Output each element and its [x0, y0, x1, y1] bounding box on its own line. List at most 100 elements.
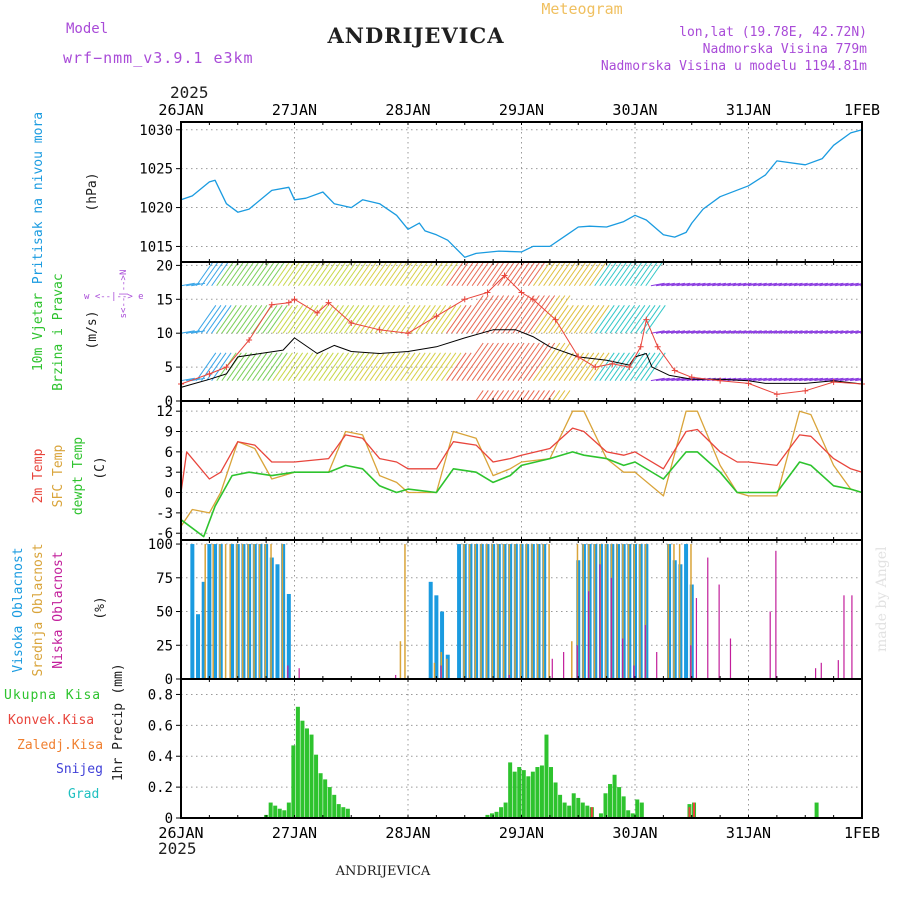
model-elevation-label: Nadmorska Visina u modelu 1194.81m	[601, 59, 867, 74]
precip-total-bar	[332, 794, 337, 818]
wind-arrow	[349, 352, 370, 381]
wind-compass: w <--|--> e	[84, 292, 144, 302]
wind-arrow	[752, 377, 767, 382]
year-bottom: 2025	[158, 839, 197, 858]
precip-total-bar	[544, 734, 549, 818]
wind-arrow	[773, 426, 787, 428]
wind-arrow	[277, 305, 298, 334]
wind-arrow	[798, 330, 813, 334]
wind-arrow	[359, 305, 380, 334]
precip-total-bar	[635, 799, 640, 818]
precip-total-bar	[323, 779, 328, 818]
wind-arrow	[267, 352, 288, 381]
wind-arrow	[451, 305, 472, 334]
cloud-high-bar	[247, 544, 252, 679]
cloud-high-bar	[576, 560, 581, 679]
wind-ytick-label: 0	[165, 394, 173, 410]
date-label-top: 30JAN	[612, 101, 657, 119]
wind-arrow	[181, 282, 195, 287]
wind-arrow	[768, 377, 783, 382]
wind-arrow	[373, 399, 375, 401]
wind-arrow	[768, 330, 783, 334]
cloud-mid-bar	[247, 544, 250, 679]
wind-arrow	[337, 399, 339, 401]
precip-total-bar	[626, 810, 631, 818]
wind-arrow	[250, 399, 252, 401]
precip-total-bar	[345, 808, 350, 818]
meteogram-subtitle: Meteogram	[541, 0, 622, 18]
wind-arrow	[804, 330, 818, 334]
wind-arrow	[717, 282, 732, 287]
cloud-mid-bar	[236, 544, 238, 679]
wind-arrow	[819, 377, 834, 382]
wind-arrow	[645, 352, 666, 381]
wind-arrow	[799, 426, 813, 428]
wind-arrow	[577, 399, 579, 401]
wind-arrow	[562, 390, 571, 401]
date-label-bottom: 31JAN	[726, 824, 771, 842]
wind-arrow	[430, 352, 452, 381]
wind-arrow	[543, 295, 571, 334]
date-label-top: 28JAN	[385, 101, 430, 119]
wind-arrow	[666, 426, 680, 428]
wind-arrow	[240, 399, 242, 401]
wind-arrow	[666, 377, 681, 382]
wind-arrow	[681, 377, 696, 382]
wind-arrow	[742, 282, 757, 287]
cloud-mid-bar	[531, 544, 533, 679]
precip-total-bar	[286, 802, 291, 818]
wind-arrow	[481, 295, 510, 334]
wind-arrow	[737, 330, 752, 334]
wind-arrow	[707, 426, 721, 428]
wind-gust-marker	[206, 370, 213, 377]
wind-arrow	[558, 305, 579, 334]
cloud-mid-bar	[593, 544, 596, 679]
wind-arrow	[476, 342, 505, 381]
wind-arrow	[538, 295, 566, 334]
wind-gust-marker	[552, 316, 559, 323]
cloud-high-bar	[479, 544, 484, 679]
date-label-bottom: 1FEB	[844, 824, 880, 842]
wind-arrow	[572, 399, 574, 401]
clouds-ytick-label: 0	[165, 672, 173, 688]
wind-ytick-label: 10	[156, 326, 173, 342]
wind-arrow	[829, 377, 844, 382]
cloud-low-bar	[707, 557, 709, 679]
wind-arrow	[517, 342, 545, 381]
wind-arrow	[804, 282, 818, 287]
wind-arrow	[485, 390, 494, 401]
wind-arrow	[384, 352, 406, 381]
wind-arrow	[507, 295, 535, 334]
cloud-high-bar	[428, 581, 433, 679]
wind-arrow	[301, 399, 304, 401]
pressure-ytick-label: 1020	[139, 201, 173, 217]
cloud-mid-bar	[270, 544, 272, 679]
wind-arrow	[429, 399, 431, 401]
precip-total-bar	[300, 720, 305, 818]
pressure-line	[180, 129, 863, 258]
wind-gust-marker	[325, 299, 332, 306]
cloud-high-bar	[615, 544, 620, 679]
wind-arrow	[255, 399, 258, 401]
cloud-high-bar	[667, 544, 672, 679]
wind-arrow	[643, 399, 646, 401]
wind-arrow	[497, 342, 525, 381]
temperature-ytick-label: 0	[165, 486, 173, 502]
cloud-low-bar	[508, 674, 510, 679]
cloud-high-bar	[610, 544, 615, 679]
wind-arrow	[630, 305, 651, 334]
wind-arrow	[656, 426, 670, 428]
wind-arrow	[589, 305, 610, 334]
wind-arrow	[410, 305, 431, 334]
wind-gust-marker	[643, 316, 650, 323]
wind-arrow	[825, 426, 839, 428]
wind-arrow	[732, 330, 747, 334]
cloud-low-title: Niska Oblacnost	[51, 551, 66, 668]
cloud-high-bar	[230, 544, 235, 679]
wind-arrow	[434, 399, 436, 401]
wind-arrow	[798, 282, 813, 287]
wind-arrow	[778, 330, 793, 334]
wind-arrow	[393, 399, 395, 401]
temperature-ytick-label: 12	[156, 404, 173, 420]
wind-arrow	[403, 399, 406, 401]
